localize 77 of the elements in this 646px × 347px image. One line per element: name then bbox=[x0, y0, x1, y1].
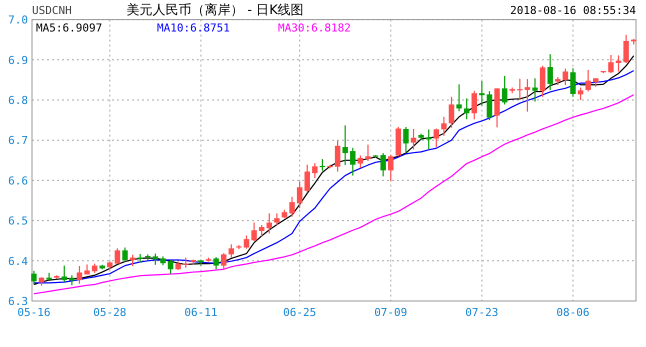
candlestick bbox=[251, 222, 257, 242]
candlestick bbox=[388, 154, 394, 182]
candlestick bbox=[122, 246, 128, 262]
candlestick bbox=[334, 140, 340, 172]
candlestick bbox=[578, 86, 584, 101]
candlestick bbox=[532, 78, 538, 102]
candlestick bbox=[258, 224, 264, 237]
candlestick bbox=[585, 69, 591, 92]
y-tick-label: 6.6 bbox=[8, 174, 28, 188]
text: MA30:6.8182 bbox=[278, 22, 351, 35]
candlestick bbox=[464, 98, 470, 120]
candlestick bbox=[380, 152, 386, 177]
candlestick bbox=[524, 78, 530, 112]
candlestick bbox=[137, 253, 143, 264]
candlestick bbox=[228, 244, 234, 258]
text: 2018-08-16 08:55:34 bbox=[510, 4, 636, 17]
candlestick bbox=[296, 181, 302, 209]
candlestick bbox=[517, 78, 523, 101]
x-tick-label: 08-06 bbox=[556, 306, 590, 319]
candlestick bbox=[266, 212, 272, 234]
x-tick-label: 07-09 bbox=[374, 306, 408, 319]
y-tick-label: 6.3 bbox=[8, 295, 28, 308]
candlestick bbox=[434, 128, 440, 148]
candlestick bbox=[183, 256, 188, 268]
candlestick bbox=[547, 54, 553, 91]
x-tick-label: 05-28 bbox=[93, 306, 126, 319]
candlestick bbox=[62, 265, 67, 283]
candlestick bbox=[410, 128, 416, 150]
y-tick-label: 6.7 bbox=[8, 134, 28, 148]
chart-subtitle: USDCNH bbox=[32, 4, 72, 17]
candlestick bbox=[540, 65, 546, 98]
candlestick bbox=[441, 116, 447, 136]
chart-title: 美元人民币（离岸） - 日K线图 bbox=[126, 2, 304, 18]
candlestick bbox=[456, 84, 462, 112]
candlestick bbox=[358, 154, 364, 169]
x-tick-label: 06-25 bbox=[283, 306, 316, 319]
candlestick bbox=[69, 274, 75, 286]
y-tick-label: 6.4 bbox=[8, 254, 28, 268]
candlestick bbox=[342, 124, 348, 166]
candlestick bbox=[76, 265, 82, 284]
candlestick bbox=[289, 196, 295, 218]
candlestick bbox=[350, 147, 356, 176]
y-tick-label: 6.9 bbox=[8, 54, 28, 67]
candlestick bbox=[426, 128, 432, 150]
candlestick bbox=[130, 254, 136, 267]
candlestick bbox=[220, 252, 226, 271]
candlestick bbox=[403, 126, 409, 154]
x-tick-label: 07-23 bbox=[465, 306, 498, 319]
candlestick bbox=[244, 234, 250, 250]
text: MA10:6.8751 bbox=[157, 22, 230, 35]
text: MA5:6.9097 bbox=[36, 22, 102, 35]
candlestick bbox=[608, 54, 614, 74]
y-tick-label: 6.8 bbox=[8, 94, 28, 107]
y-tick-label: 6.5 bbox=[8, 214, 28, 228]
candlestick bbox=[152, 252, 158, 266]
candlestick bbox=[562, 68, 568, 86]
candlestick bbox=[84, 264, 90, 276]
candlestick bbox=[616, 54, 622, 72]
candlestick bbox=[570, 68, 576, 98]
candlestick bbox=[479, 80, 485, 106]
line-series bbox=[33, 94, 634, 294]
candlestick bbox=[502, 75, 508, 106]
candlestick bbox=[92, 263, 98, 274]
candlestick bbox=[213, 256, 219, 270]
candlestick bbox=[312, 162, 318, 179]
candlestick bbox=[448, 96, 454, 128]
x-tick-label: 06-11 bbox=[184, 306, 218, 319]
x-tick-label: 05-16 bbox=[17, 306, 50, 319]
candlestick bbox=[31, 270, 37, 286]
candlestick bbox=[623, 34, 629, 64]
y-tick-label: 7.0 bbox=[8, 14, 28, 27]
candlestick bbox=[304, 164, 310, 194]
candlestick bbox=[486, 90, 492, 121]
candlestick bbox=[168, 259, 174, 274]
candlestick bbox=[114, 248, 120, 265]
candlestick bbox=[274, 212, 280, 226]
candlestick bbox=[472, 90, 478, 120]
